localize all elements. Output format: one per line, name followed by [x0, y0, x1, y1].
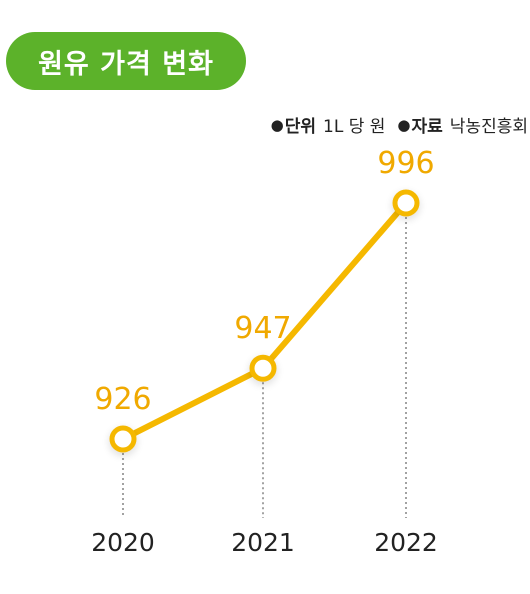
source-value: 낙농진흥회 [449, 117, 528, 137]
unit-key: 단위 [284, 117, 317, 137]
data-point-2021 [249, 354, 277, 382]
data-label-2020: 926 [94, 382, 151, 417]
unit-value: 1L 당 원 [323, 117, 386, 137]
data-point-2022 [392, 189, 420, 217]
data-label-2021: 947 [234, 311, 291, 346]
x-tick-label-2021: 2021 [231, 528, 295, 557]
bullet-icon: ● [270, 115, 284, 134]
x-tick-label-2020: 2020 [91, 528, 155, 557]
chart-title-badge: 원유 가격 변화 [6, 32, 246, 90]
source-key: 자료 [411, 117, 443, 137]
bullet-icon: ● [397, 115, 411, 134]
chart-meta: ● 단위 1L 당 원 ● 자료 낙농진흥회 [270, 112, 528, 138]
data-point-2020 [109, 425, 137, 453]
chart-title: 원유 가격 변화 [38, 48, 214, 80]
data-label-2022: 996 [377, 146, 434, 181]
x-tick-label-2022: 2022 [374, 528, 438, 557]
